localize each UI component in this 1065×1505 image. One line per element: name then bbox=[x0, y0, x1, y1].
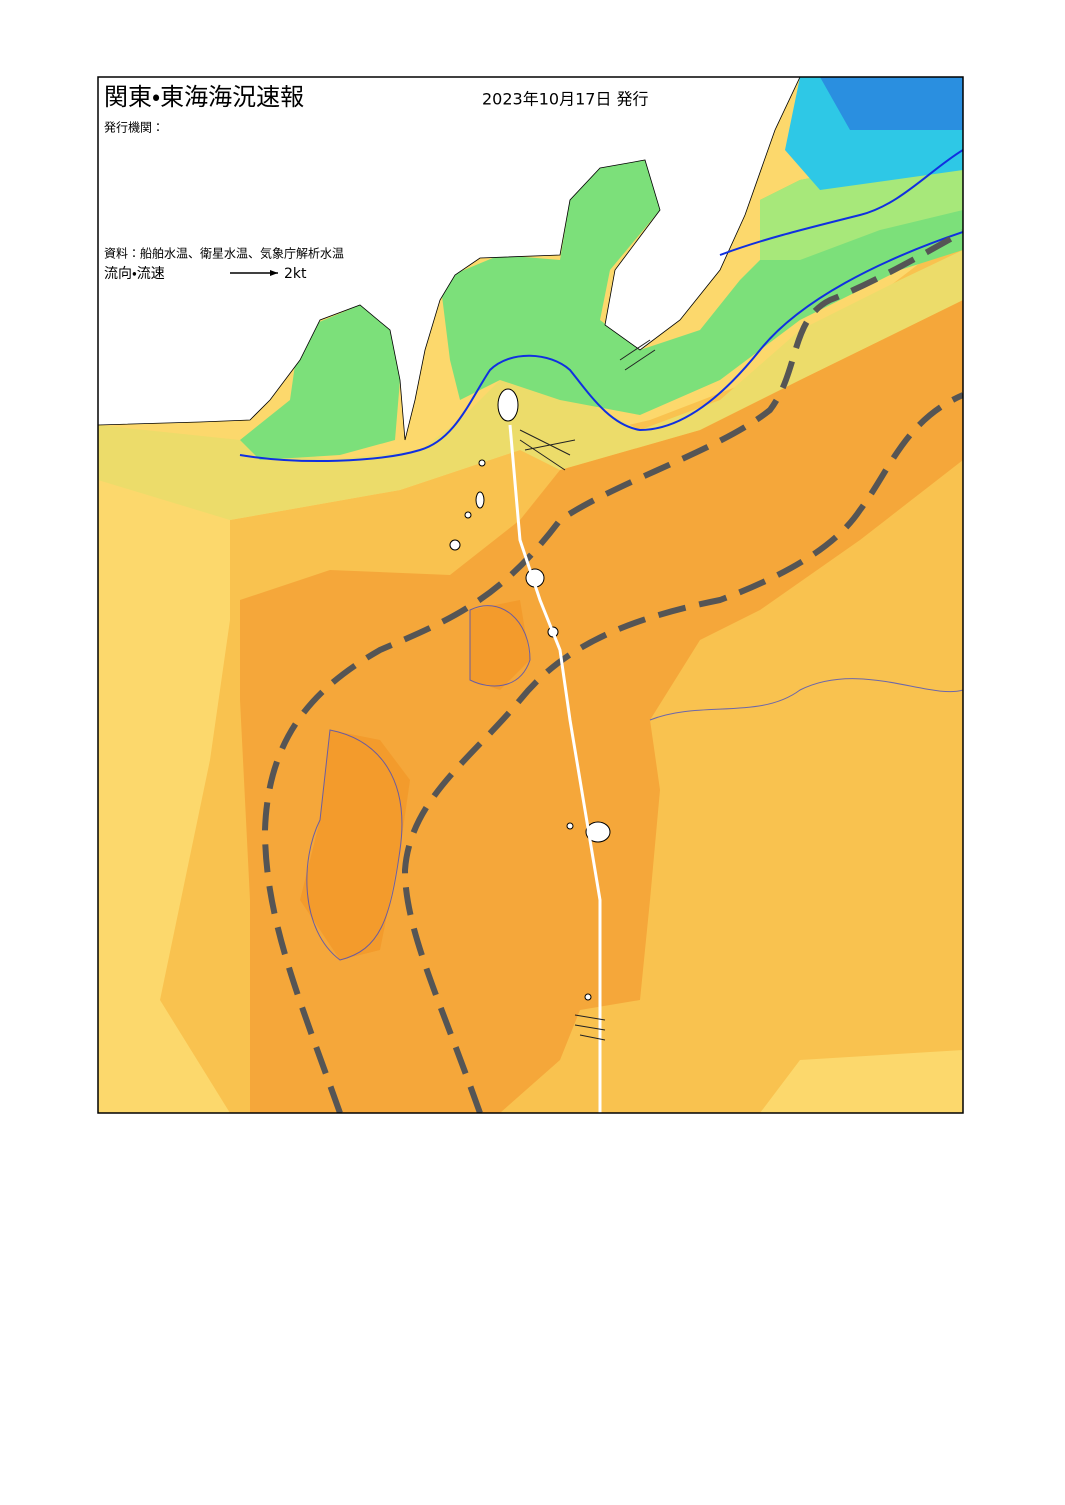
isotherm bbox=[239, 149, 963, 463]
map-frame bbox=[97, 76, 964, 1114]
isotherm bbox=[306, 605, 963, 961]
sea-warmer bbox=[240, 300, 963, 1113]
islands bbox=[449, 388, 611, 1001]
issue-date: 2023年10月17日 発行 bbox=[482, 90, 649, 109]
legend-speed: 2kt bbox=[284, 266, 307, 282]
legend-label: 流向・流速 bbox=[104, 266, 165, 282]
source: 資料：船舶水温、衛星水温、気象庁解析水温 bbox=[104, 246, 344, 261]
map-body bbox=[98, 77, 963, 1113]
sea-warmest bbox=[470, 600, 530, 690]
land bbox=[98, 77, 801, 441]
issuer-label: 発行機関： bbox=[104, 121, 164, 135]
legend-arrow bbox=[270, 270, 278, 276]
sea-cold bbox=[820, 77, 963, 130]
sea-warmest bbox=[300, 730, 410, 960]
sea-cold bbox=[240, 305, 400, 460]
ship-track bbox=[508, 424, 602, 1113]
map-title: 関東・東海海況速報 bbox=[104, 83, 304, 111]
current-vectors bbox=[519, 339, 656, 1041]
sea-cold bbox=[760, 150, 963, 260]
